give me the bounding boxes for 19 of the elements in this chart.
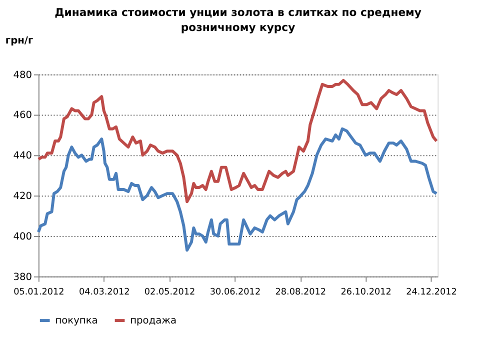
y-tick-label: 400	[13, 231, 32, 242]
x-tick-label: 30.06.2012	[210, 288, 261, 298]
y-tick-label: 380	[13, 272, 32, 283]
y-tick-label: 420	[13, 191, 32, 202]
y-tick-label: 440	[13, 150, 32, 162]
x-tick-label: 28.08.2012	[275, 288, 326, 298]
y-tick-label: 460	[13, 110, 32, 122]
legend-label: продажа	[130, 315, 177, 326]
x-tick-label: 04.03.2012	[78, 288, 130, 298]
legend-label: покупка	[55, 315, 98, 326]
line-series	[36, 127, 438, 252]
x-tick-label: 24.12.2012	[406, 288, 457, 298]
y-tick-label: 480	[13, 70, 32, 81]
chart-title: Динамика стоимости унции золота в слитках по среднему розничному курсу	[54, 6, 422, 34]
line-series	[36, 78, 438, 204]
y-axis-title: грн/г	[5, 35, 34, 46]
x-tick-label: 26.10.2012	[340, 288, 392, 298]
x-tick-label: 05.01.2012	[14, 288, 64, 298]
x-tick-label: 02.05.2012	[144, 288, 196, 298]
